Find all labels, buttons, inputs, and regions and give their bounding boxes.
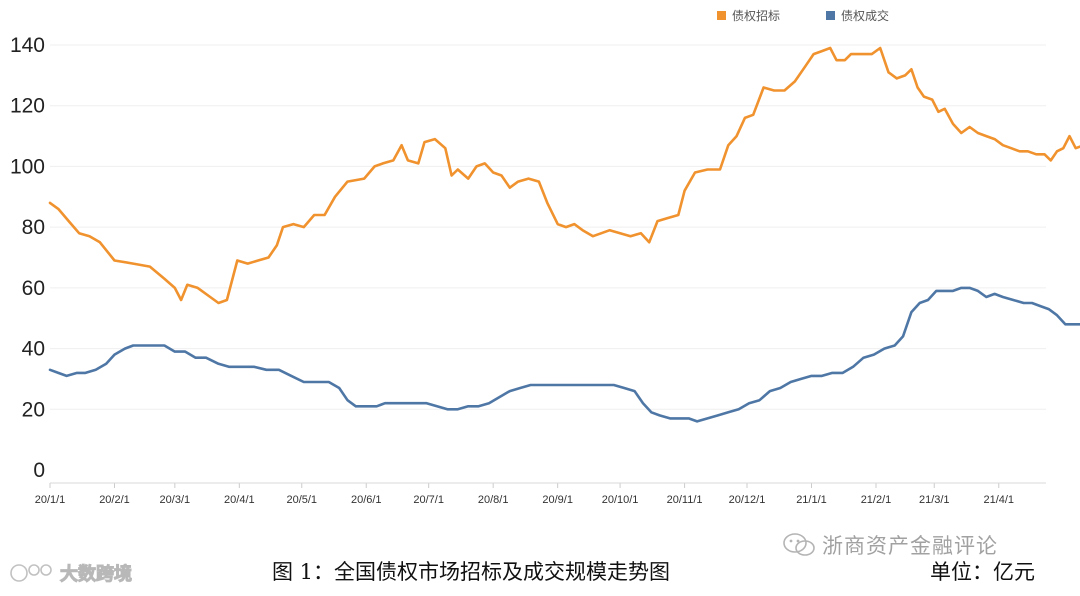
y-tick-label: 80 [22,216,45,239]
unit-label: 单位：亿元 [930,560,1035,584]
x-tick-label: 20/3/1 [160,494,191,506]
series-lines [48,46,1080,423]
x-tick-label: 20/2/1 [99,494,130,506]
x-tick-label: 20/10/1 [602,494,639,506]
legend-swatch-deal [826,11,835,20]
y-tick-label: 120 [10,95,45,118]
y-tick-label: 140 [10,34,45,57]
y-tick-label: 0 [33,459,45,482]
x-tick-label: 20/9/1 [542,494,573,506]
x-tick-label: 20/7/1 [413,494,444,506]
wechat-icon [783,533,815,556]
x-tick-label: 21/4/1 [983,494,1014,506]
x-tick-label: 20/12/1 [729,494,766,506]
legend-swatch-bid [717,11,726,20]
x-tick-label: 20/4/1 [224,494,255,506]
x-tick-label: 20/6/1 [351,494,382,506]
watermark-right: 浙商资产金融评论 [782,530,998,560]
logo-icon [10,564,52,582]
legend-item-deal: 债权成交 [826,8,889,23]
gridlines [50,44,1046,410]
series-line-1 [48,286,1080,423]
y-tick-label: 100 [10,155,45,178]
y-axis: 0 20 40 60 80 100 120 140 [10,34,45,482]
x-tick-label: 21/1/1 [796,494,827,506]
x-axis: 20/1/1 20/2/1 20/3/1 20/4/1 20/5/1 20/6/1 20/7… [35,483,1014,506]
legend: 债权招标 债权成交 [717,8,889,23]
y-tick-label: 60 [22,277,45,300]
x-tick-label: 20/5/1 [286,494,317,506]
watermark-left-text: 大数跨境 [60,564,133,586]
y-tick-label: 20 [22,398,45,421]
series-line-0 [48,46,1080,305]
x-tick-label: 20/11/1 [667,494,703,506]
watermark-right-text: 浙商资产金融评论 [822,534,998,558]
x-tick-label: 21/3/1 [919,494,950,506]
legend-label-deal: 债权成交 [841,8,889,23]
figure-caption: 图 1：全国债权市场招标及成交规模走势图 [272,560,671,584]
x-tick-label: 21/2/1 [861,494,892,506]
x-tick-label: 20/8/1 [478,494,509,506]
legend-label-bid: 债权招标 [732,9,780,23]
x-tick-label: 20/1/1 [35,494,66,506]
legend-item-bid: 债权招标 [717,9,780,23]
y-tick-label: 40 [22,338,45,361]
watermark-left: 大数跨境 [10,560,133,586]
